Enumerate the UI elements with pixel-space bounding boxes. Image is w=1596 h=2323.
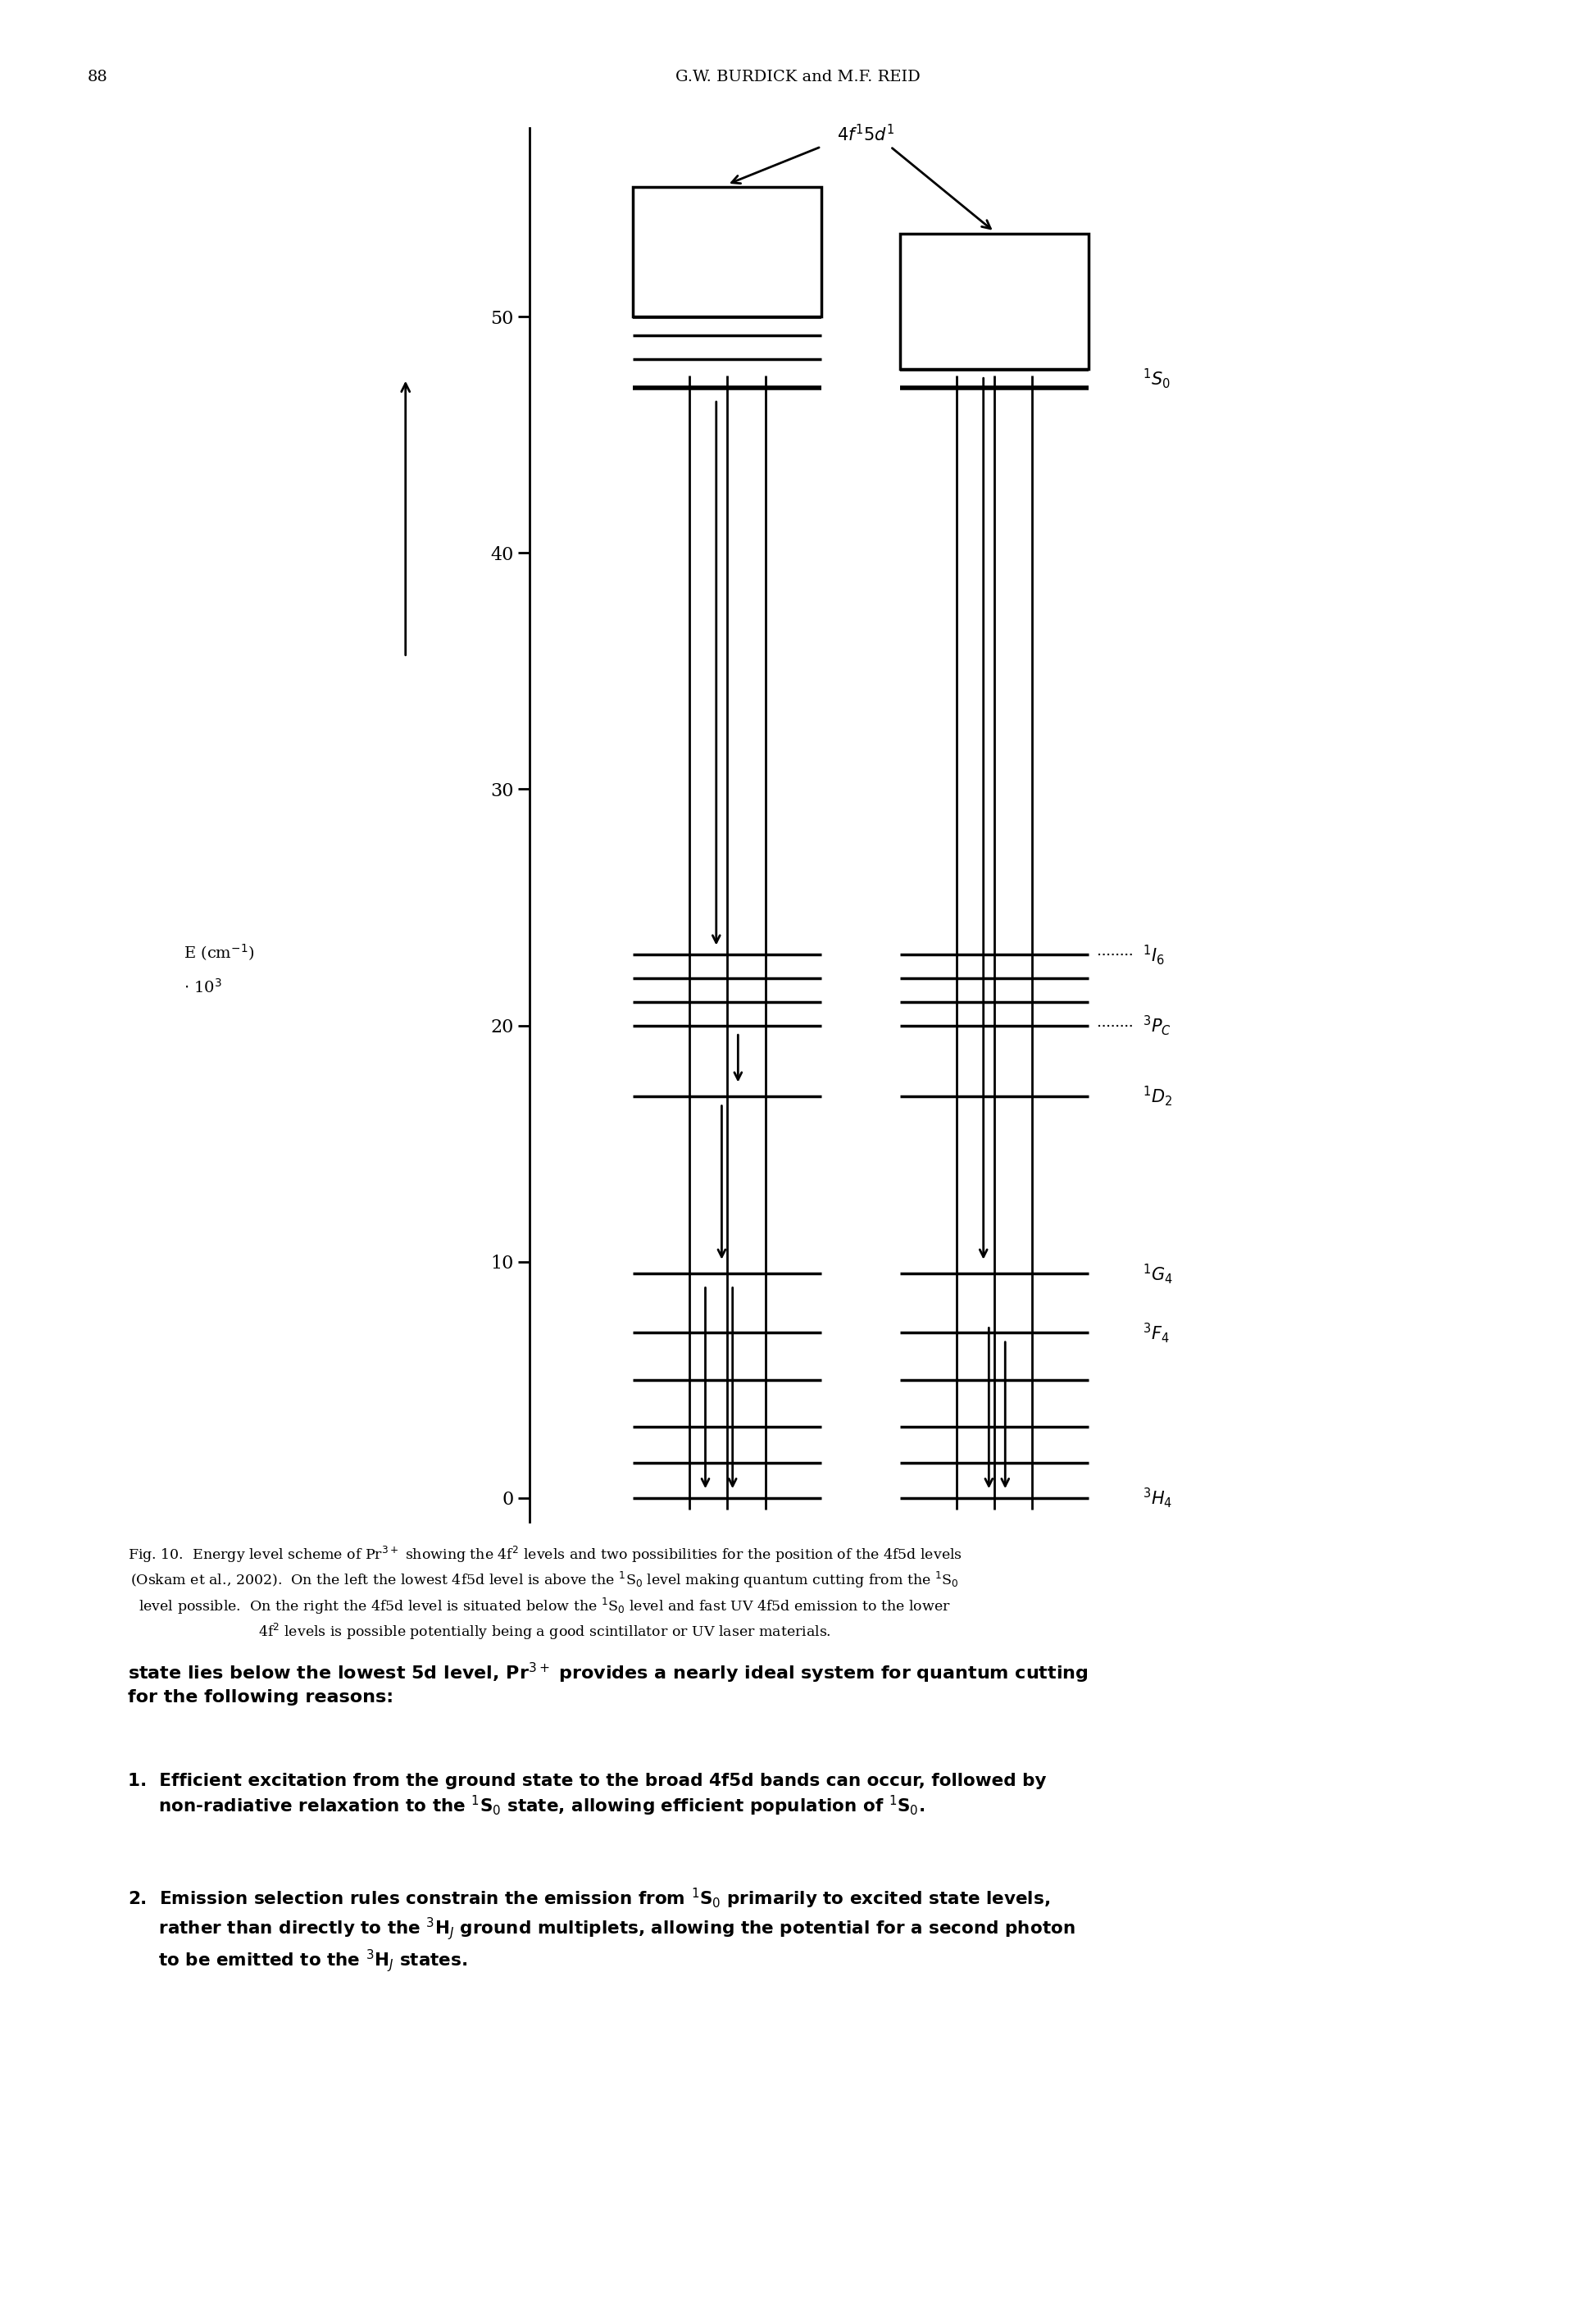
Text: $^1I_6$: $^1I_6$ (1143, 943, 1165, 966)
Text: 88: 88 (88, 70, 109, 84)
Text: $\cdot$ 10$^3$: $\cdot$ 10$^3$ (184, 978, 222, 997)
Text: $^1G_4$: $^1G_4$ (1143, 1261, 1173, 1285)
Text: state lies below the lowest 5d level, Pr$^{3+}$ provides a nearly ideal system f: state lies below the lowest 5d level, Pr… (128, 1661, 1088, 1705)
Text: $^1D_2$: $^1D_2$ (1143, 1085, 1173, 1108)
Text: $^3F_4$: $^3F_4$ (1143, 1322, 1170, 1345)
Bar (900, 235, 1088, 369)
Text: $^1S_0$: $^1S_0$ (1143, 367, 1170, 390)
Text: $^3H_4$: $^3H_4$ (1143, 1487, 1173, 1510)
Text: 2.  Emission selection rules constrain the emission from $^1$S$_0$ primarily to : 2. Emission selection rules constrain th… (128, 1886, 1076, 1975)
Text: Fig. 10.  Energy level scheme of Pr$^{3+}$ showing the 4f$^2$ levels and two pos: Fig. 10. Energy level scheme of Pr$^{3+}… (128, 1545, 962, 1642)
Text: G.W. BURDICK and M.F. REID: G.W. BURDICK and M.F. REID (675, 70, 921, 84)
Bar (634, 186, 820, 316)
Text: E (cm$^{-1}$): E (cm$^{-1}$) (184, 943, 254, 962)
Text: $^3P_C$: $^3P_C$ (1143, 1013, 1171, 1038)
Text: 1.  Efficient excitation from the ground state to the broad 4f5d bands can occur: 1. Efficient excitation from the ground … (128, 1772, 1047, 1819)
Text: $4f^15d^1$: $4f^15d^1$ (836, 123, 894, 144)
